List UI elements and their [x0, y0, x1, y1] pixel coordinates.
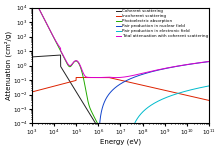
Total attenuation with coherent scattering — [208, 60, 210, 62]
Total attenuation with coherent scattering — [185, 64, 188, 66]
Pair production in nuclear field — [51, 137, 53, 139]
Y-axis label: Attenuation (cm²/g): Attenuation (cm²/g) — [4, 31, 12, 100]
Incoherent scattering — [106, 77, 109, 78]
Pair production in nuclear field — [204, 61, 207, 63]
Pair production in nuclear field — [30, 137, 33, 139]
Total attenuation with coherent scattering — [98, 77, 101, 78]
Total attenuation with coherent scattering — [61, 53, 64, 55]
Photoelectric absorption — [185, 137, 188, 139]
Line: Coherent scattering: Coherent scattering — [32, 55, 209, 138]
Photoelectric absorption — [208, 137, 210, 139]
Photoelectric absorption — [98, 127, 101, 129]
Pair production in nuclear field — [185, 64, 188, 66]
Line: Pair production in electronic field: Pair production in electronic field — [32, 86, 209, 138]
Total attenuation with coherent scattering — [51, 33, 53, 35]
Pair production in electronic field — [30, 137, 33, 139]
Incoherent scattering — [99, 77, 101, 78]
Coherent scattering — [185, 137, 188, 139]
Coherent scattering — [51, 55, 53, 56]
Pair production in nuclear field — [61, 137, 64, 139]
Coherent scattering — [103, 137, 106, 139]
Photoelectric absorption — [106, 137, 109, 139]
Photoelectric absorption — [61, 54, 64, 56]
Pair production in nuclear field — [208, 61, 210, 62]
X-axis label: Energy (eV): Energy (eV) — [100, 138, 141, 145]
Photoelectric absorption — [104, 137, 106, 139]
Incoherent scattering — [185, 94, 188, 96]
Pair production in electronic field — [208, 85, 210, 87]
Legend: Coherent scattering, Incoherent scattering, Photoelectric absorption, Pair produ: Coherent scattering, Incoherent scatteri… — [116, 9, 209, 39]
Coherent scattering — [99, 129, 101, 131]
Coherent scattering — [106, 137, 109, 139]
Incoherent scattering — [30, 91, 33, 93]
Line: Pair production in nuclear field: Pair production in nuclear field — [32, 62, 209, 138]
Pair production in electronic field — [98, 137, 101, 139]
Pair production in electronic field — [51, 137, 53, 139]
Photoelectric absorption — [51, 33, 53, 35]
Incoherent scattering — [51, 86, 53, 88]
Coherent scattering — [208, 137, 210, 139]
Pair production in nuclear field — [98, 122, 101, 124]
Line: Total attenuation with coherent scattering: Total attenuation with coherent scatteri… — [32, 0, 209, 78]
Pair production in electronic field — [61, 137, 64, 139]
Incoherent scattering — [75, 77, 77, 78]
Total attenuation with coherent scattering — [204, 61, 207, 63]
Total attenuation with coherent scattering — [115, 77, 117, 79]
Coherent scattering — [59, 54, 62, 56]
Coherent scattering — [204, 137, 207, 139]
Line: Incoherent scattering: Incoherent scattering — [32, 77, 209, 100]
Pair production in nuclear field — [106, 95, 109, 97]
Incoherent scattering — [204, 99, 207, 101]
Pair production in electronic field — [204, 86, 207, 87]
Incoherent scattering — [208, 100, 210, 101]
Coherent scattering — [61, 69, 64, 70]
Incoherent scattering — [61, 83, 64, 85]
Pair production in electronic field — [185, 90, 188, 92]
Coherent scattering — [30, 56, 33, 58]
Line: Photoelectric absorption: Photoelectric absorption — [32, 0, 209, 138]
Photoelectric absorption — [204, 137, 207, 139]
Total attenuation with coherent scattering — [106, 76, 109, 78]
Pair production in electronic field — [106, 137, 109, 139]
